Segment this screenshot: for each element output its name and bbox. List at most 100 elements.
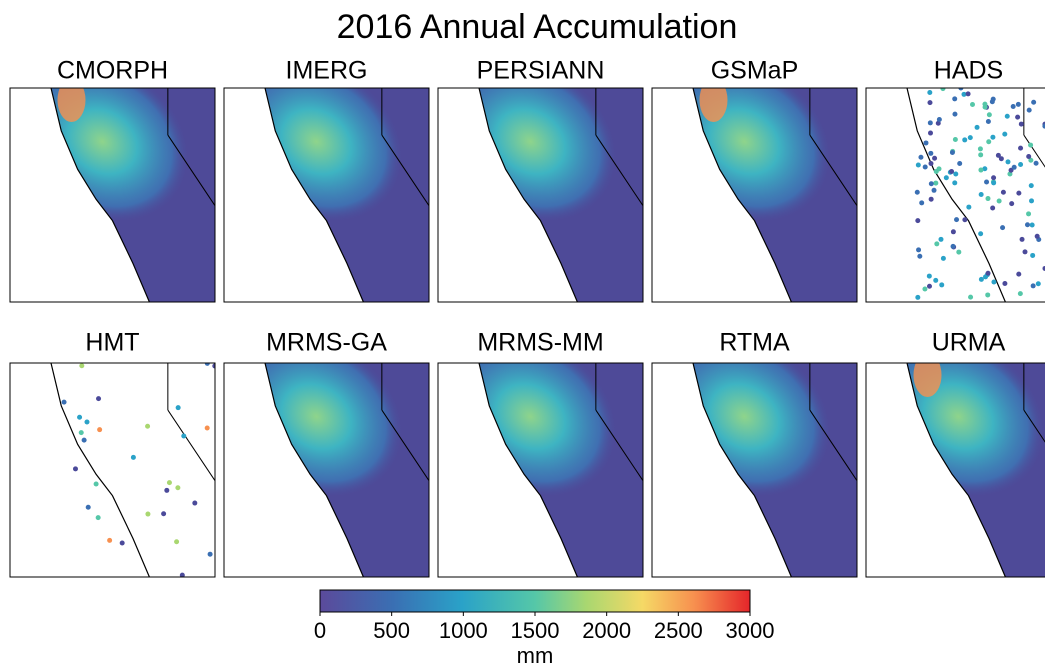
colorbar [319, 589, 751, 613]
station [928, 181, 934, 187]
station [982, 101, 988, 107]
coastline [478, 88, 578, 302]
station [932, 155, 938, 161]
station [965, 91, 971, 97]
coastline [906, 88, 1006, 302]
station [978, 191, 984, 197]
precip-peak [57, 88, 86, 122]
station [212, 363, 215, 369]
panel-frame [865, 87, 1045, 303]
colorbar-tick-label: 500 [373, 618, 410, 643]
coastline [264, 363, 364, 577]
map [224, 363, 429, 577]
station [161, 511, 167, 517]
station [164, 487, 170, 493]
panel-title: HMT [85, 329, 139, 357]
coastline [264, 88, 364, 302]
station [85, 504, 91, 510]
station [1010, 103, 1016, 109]
coastline [692, 363, 792, 577]
station [1042, 265, 1045, 271]
panel-title: MRMS-MM [477, 329, 603, 357]
station [918, 154, 924, 160]
station [192, 500, 198, 506]
panel-frame [223, 362, 430, 578]
station [1026, 211, 1032, 217]
station [175, 485, 181, 491]
ocean [866, 88, 1006, 302]
station [1026, 107, 1032, 113]
station [915, 162, 921, 168]
station [926, 283, 932, 289]
panel-frame [437, 87, 644, 303]
panel-title: HADS [934, 57, 1003, 85]
map [652, 363, 857, 577]
station [1028, 183, 1034, 189]
station [1035, 281, 1041, 287]
coastline [50, 88, 150, 302]
panel-frame [437, 362, 644, 578]
colorbar-tick-label: 3000 [726, 618, 775, 643]
colorbar-ticks: 0 500 1000 1500 2000 2500 3000 [314, 612, 775, 643]
station [950, 243, 956, 249]
station [957, 160, 963, 166]
ocean [438, 363, 578, 577]
station [119, 540, 125, 546]
map [224, 88, 429, 302]
station [1011, 164, 1017, 170]
station [145, 423, 151, 429]
station [978, 152, 984, 158]
station [174, 539, 180, 545]
station [995, 152, 1001, 158]
station [79, 363, 85, 369]
state-border [381, 409, 429, 481]
map [866, 363, 1045, 577]
map [866, 88, 1045, 302]
station [986, 112, 992, 118]
panel-frame [9, 87, 216, 303]
station [962, 217, 968, 223]
colorbar-label: mm [517, 643, 554, 667]
state-border [381, 134, 429, 206]
station [1018, 121, 1024, 127]
map [652, 88, 857, 302]
station [78, 430, 84, 436]
coastline [50, 363, 150, 577]
station [990, 134, 996, 140]
ocean [224, 88, 364, 302]
station [919, 200, 925, 206]
station [985, 196, 991, 202]
station [1030, 252, 1036, 258]
state-border [595, 409, 643, 481]
station [84, 419, 90, 425]
station [986, 139, 992, 145]
station [952, 180, 958, 186]
station [966, 204, 972, 210]
map [438, 88, 643, 302]
station [1029, 222, 1035, 228]
colorbar-tick-label: 2000 [582, 618, 631, 643]
station [954, 217, 960, 223]
state-border [809, 134, 857, 206]
ocean [224, 363, 364, 577]
colorbar-tick-label: 0 [314, 618, 326, 643]
station [1016, 271, 1022, 277]
station [978, 167, 984, 173]
panels: CMORPH IMERG PERSIANN GSMaP HADS HMT MRMS-GA MR… [9, 57, 1045, 578]
station [1015, 101, 1021, 107]
station [61, 399, 67, 405]
colorbar-tick-label: 1000 [439, 618, 488, 643]
station [1019, 236, 1025, 242]
map [438, 363, 643, 577]
colorbar-tick-label: 1500 [511, 618, 560, 643]
station [1026, 153, 1032, 159]
precip-peak [699, 88, 728, 122]
station [1033, 160, 1039, 166]
station [933, 277, 939, 283]
station [952, 111, 958, 117]
station [130, 454, 136, 460]
station [926, 273, 932, 279]
station [1028, 142, 1034, 148]
station [927, 130, 933, 136]
